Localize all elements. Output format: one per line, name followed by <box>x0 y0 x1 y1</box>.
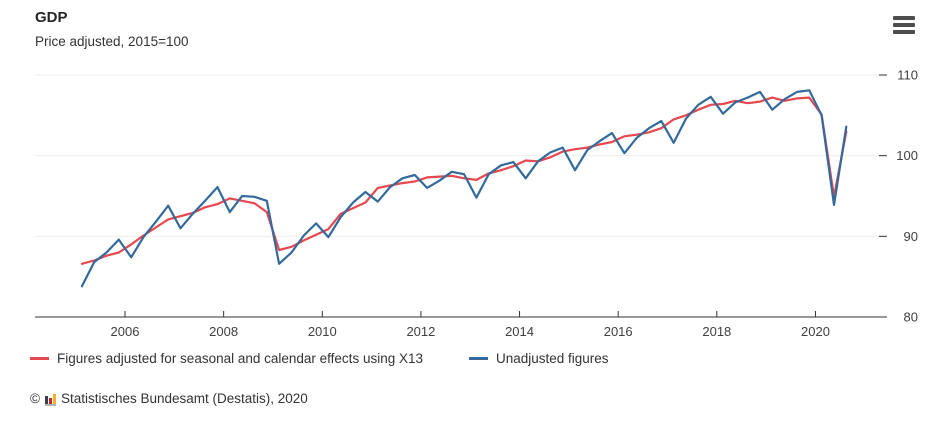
copyright-symbol: © <box>30 391 40 406</box>
menu-button[interactable] <box>891 13 918 37</box>
x-tick-label: 2008 <box>209 324 238 339</box>
legend-item-unadjusted[interactable]: Unadjusted figures <box>468 351 609 366</box>
hamburger-icon <box>893 16 915 20</box>
y-tick-label: 90 <box>904 229 918 244</box>
unadjusted-series-swatch-icon <box>468 357 488 360</box>
x-tick-label: 2010 <box>308 324 337 339</box>
legend-item-adjusted[interactable]: Figures adjusted for seasonal and calend… <box>30 351 423 366</box>
x-tick-label: 2018 <box>702 324 731 339</box>
y-tick-label: 110 <box>897 68 918 83</box>
hamburger-icon <box>893 30 915 34</box>
page-title: GDP <box>35 9 68 26</box>
source-attribution: © Statistisches Bundesamt (Destatis), 20… <box>30 391 308 406</box>
x-tick-label: 2020 <box>801 324 830 339</box>
gdp-chart: 2006 2008 2010 2012 2014 2016 2018 2020 80 90 100 1… <box>35 68 918 339</box>
x-tick-label: 2006 <box>111 324 140 339</box>
legend-label-unadjusted: Unadjusted figures <box>495 351 609 366</box>
y-tick-label: 100 <box>896 148 918 163</box>
series-line-unadjusted <box>80 89 848 288</box>
legend-label-adjusted: Figures adjusted for seasonal and calend… <box>57 351 423 366</box>
adjusted-series-swatch-icon <box>30 357 49 360</box>
x-tick-label: 2012 <box>406 324 435 339</box>
destatis-logo-icon <box>44 392 56 406</box>
x-tick-label: 2016 <box>604 324 633 339</box>
y-tick-label: 80 <box>904 310 918 325</box>
hamburger-icon <box>893 23 915 27</box>
chart-subtitle: Price adjusted, 2015=100 <box>35 34 189 49</box>
source-text: Statistisches Bundesamt (Destatis), 2020 <box>60 391 308 406</box>
x-tick-label: 2014 <box>505 324 534 339</box>
series-line-adjusted <box>80 96 848 265</box>
chart-legend: Figures adjusted for seasonal and calend… <box>30 351 655 366</box>
